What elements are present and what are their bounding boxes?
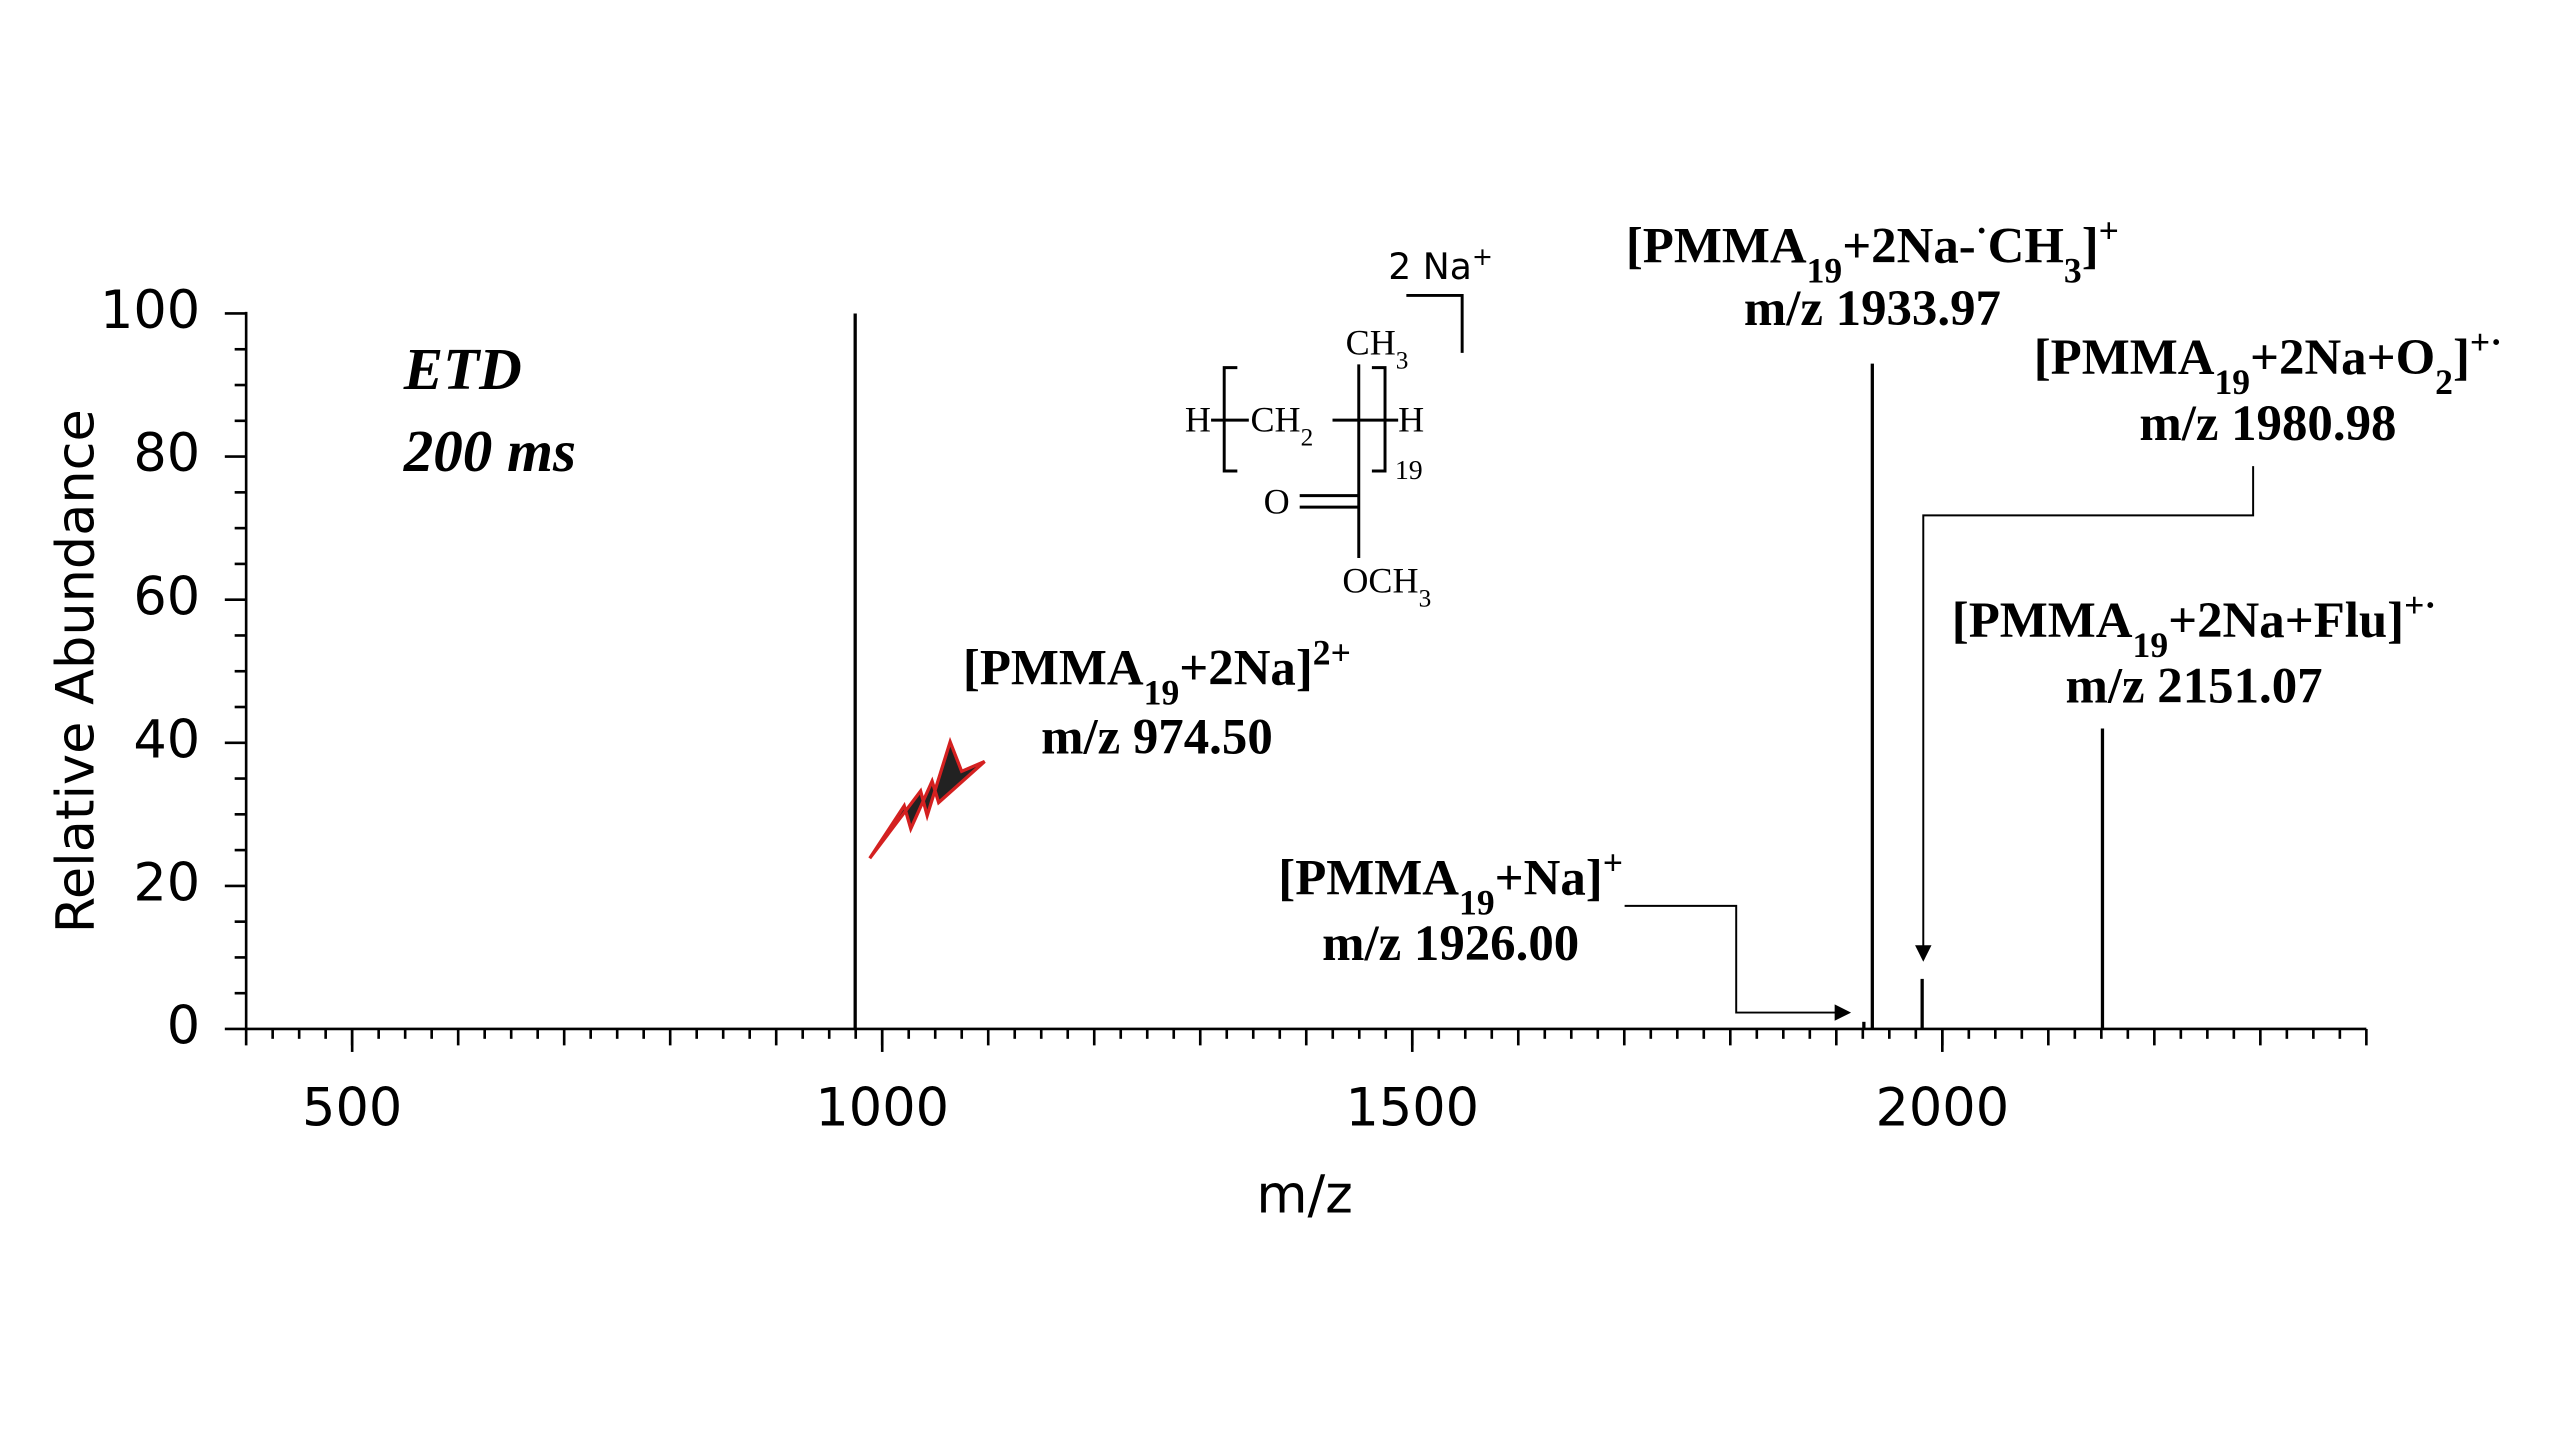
x-tick-label: 500 [302,1078,402,1139]
text-segment: + [2099,211,2119,251]
y-tick-label: 100 [100,280,200,341]
connector [1922,466,2255,947]
peak-mz: m/z 1980.98 [2139,396,2396,452]
text-segment: CH [1250,400,1300,440]
peak-mz: m/z 1933.97 [1744,281,2001,337]
peak-mz: m/z 1926.00 [1322,916,1579,972]
structure [1211,293,1464,558]
y-tick-label: 80 [133,423,200,484]
text-segment: CH [1346,323,1396,363]
text-segment: 2 Na [1388,245,1472,288]
arrowhead [1915,945,1932,962]
structure-text: H [1398,400,1424,440]
structure-text: CH3 [1346,323,1409,375]
x-tick-label: 2000 [1876,1078,2010,1139]
peak-formula: [PMMA19+2Na+O2]+· [2034,322,2502,402]
peak-formula: [PMMA19+2Na-·CH3]+ [1626,211,2119,291]
text-segment: CH [1988,219,2064,275]
peak-formula: [PMMA19+2Na+Flu]+· [1952,585,2437,665]
text-segment: +2Na- [1842,219,1976,275]
text-segment: [PMMA [1952,593,2133,649]
text-segment: 2 [1301,424,1314,452]
text-segment: ] [2082,219,2099,275]
structure-text: H [1185,400,1211,440]
text-segment: + [1603,842,1623,882]
y-tick-label: 20 [133,853,200,914]
text-segment: ] [2453,330,2470,386]
peak-formula: [PMMA19+Na]+ [1278,842,1623,922]
text-segment: 19 [1144,672,1180,712]
method-label: 200 ms [403,418,576,484]
text-segment: 2+ [1313,632,1351,672]
peak-mz: m/z 974.50 [1041,709,1273,765]
text-segment: · [1976,211,1988,251]
text-segment: 19 [1459,882,1495,922]
connector [1624,904,1838,1014]
y-tick-label: 40 [133,709,200,770]
text-segment: +2Na+Flu] [2168,593,2404,649]
structure-text: 19 [1395,455,1423,486]
text-segment: [PMMA [2034,330,2215,386]
text-segment: 3 [2064,251,2082,291]
method-label: ETD [403,336,522,402]
y-tick-label: 0 [167,996,200,1057]
x-axis-title: m/z [1256,1165,1352,1226]
text-segment: + [1472,242,1493,271]
peak-mz: m/z 2151.07 [2066,658,2323,714]
text-segment: 19 [2133,625,2169,665]
text-segment: +· [2404,585,2436,625]
text-segment: +2Na] [1179,640,1313,696]
text-segment: +Na] [1495,850,1603,906]
structure-text: CH2 [1250,400,1313,452]
text-segment: +2Na+O [2250,330,2435,386]
x-tick-label: 1000 [815,1078,949,1139]
text-segment: [PMMA [1626,219,1807,275]
y-tick-label: 60 [133,566,200,627]
text-segment: +· [2470,322,2502,362]
text-segment: OCH [1342,560,1418,600]
text-segment: 19 [2214,362,2250,402]
lightning-icon [868,736,986,860]
text-segment: [PMMA [1278,850,1459,906]
peak-formula: [PMMA19+2Na]2+ [963,632,1351,712]
structure-text: O [1264,482,1290,522]
text-segment: 3 [1419,584,1432,612]
arrowhead [1834,1004,1852,1021]
y-axis-title: Relative Abundance [45,409,106,933]
counter-ion: 2 Na+ [1388,242,1493,289]
bracket [1406,293,1464,353]
text-segment: 3 [1396,347,1409,375]
text-segment: 2 [2435,362,2453,402]
structure-text: OCH3 [1342,560,1431,612]
x-tick-label: 1500 [1345,1078,1479,1139]
text-segment: [PMMA [963,640,1144,696]
text-segment: 19 [1807,251,1843,291]
